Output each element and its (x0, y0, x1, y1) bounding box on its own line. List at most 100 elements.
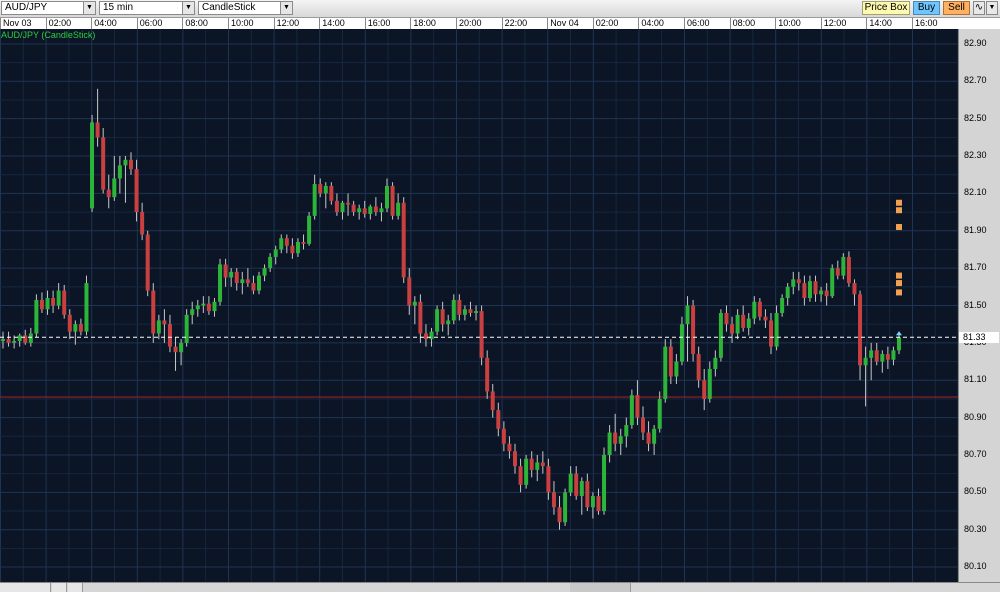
candle-body (12, 341, 16, 343)
candle-body (185, 315, 189, 343)
candle-body (302, 242, 306, 244)
candle-body (385, 186, 389, 208)
chevron-down-icon[interactable]: ▼ (280, 2, 292, 14)
candle-body (402, 203, 406, 278)
candle-body (535, 462, 539, 469)
candle-body (212, 302, 216, 311)
price-tick-label: 82.70 (964, 75, 987, 85)
buy-button[interactable]: Buy (913, 1, 940, 15)
instrument-select-value: AUD/JPY (5, 2, 47, 13)
wave-icon[interactable]: ∿ (973, 1, 985, 15)
candle-body (40, 300, 44, 309)
candle-body (452, 300, 456, 321)
sell-button[interactable]: Sell (943, 1, 970, 15)
time-tick-label: 08:00 (182, 18, 208, 29)
price-tick-label: 80.30 (964, 524, 987, 534)
candle-body (741, 315, 745, 328)
candle-body (619, 436, 623, 443)
dropdown-icon[interactable]: ▼ (986, 1, 998, 15)
candle-body (474, 311, 478, 313)
candle-body (257, 276, 261, 291)
chevron-down-icon[interactable]: ▼ (83, 2, 95, 14)
instrument-select[interactable]: AUD/JPY ▼ (1, 1, 96, 15)
candle-body (485, 358, 489, 392)
candle-body (374, 206, 378, 212)
candle-body (663, 347, 667, 399)
time-tick-label: Nov 04 (547, 18, 579, 29)
candle-body (391, 186, 395, 216)
candle-body (574, 474, 578, 496)
candle-body (407, 277, 411, 305)
candle-body (569, 474, 573, 493)
candle-body (752, 302, 756, 319)
candle-body (897, 337, 901, 350)
candle-body (852, 283, 856, 294)
candle-body (285, 238, 289, 245)
candle-body (418, 302, 422, 334)
candle-body (363, 208, 367, 214)
order-marker (896, 289, 902, 295)
candle-body (468, 309, 472, 313)
candle-body (357, 208, 361, 212)
candle-body (57, 291, 61, 306)
time-tick-label: 22:00 (502, 18, 528, 29)
candle-body (546, 466, 550, 492)
candle-body (641, 418, 645, 433)
candle-body (90, 122, 94, 208)
candlestick-chart[interactable] (0, 29, 958, 582)
price-tick-label: 82.50 (964, 113, 987, 123)
time-tick-label: 18:00 (410, 18, 436, 29)
candle-body (263, 268, 267, 275)
candle-body (235, 272, 239, 283)
candle-body (168, 324, 172, 346)
candle-body (680, 324, 684, 361)
candle-body (591, 496, 595, 507)
order-marker (896, 280, 902, 286)
candle-body (780, 298, 784, 313)
candle-body (446, 320, 450, 324)
time-tick-label: 12:00 (274, 18, 300, 29)
candle-body (240, 279, 244, 283)
candle-body (635, 395, 639, 417)
candle-body (841, 257, 845, 276)
candle-body (669, 347, 673, 377)
candle-body (413, 302, 417, 306)
time-tick-label: 16:00 (912, 18, 938, 29)
candle-body (875, 350, 879, 361)
candle-body (34, 300, 38, 334)
candle-body (84, 283, 88, 332)
time-tick-label: 06:00 (137, 18, 163, 29)
candle-body (524, 459, 528, 485)
time-tick-label: 04:00 (91, 18, 117, 29)
candle-body (157, 320, 161, 333)
candle-body (274, 249, 278, 256)
candle-body (880, 354, 884, 361)
candle-body (140, 212, 144, 234)
price-box-button[interactable]: Price Box (862, 1, 910, 15)
price-tick-label: 80.90 (964, 412, 987, 422)
candle-body (513, 451, 517, 466)
candle-body (368, 206, 372, 213)
candle-body (123, 160, 127, 166)
candle-body (814, 281, 818, 294)
chart-style-select[interactable]: CandleStick ▼ (198, 1, 293, 15)
candle-body (736, 315, 740, 334)
candle-body (346, 203, 350, 205)
price-tick-label: 80.70 (964, 449, 987, 459)
chevron-down-icon[interactable]: ▼ (182, 2, 194, 14)
candle-body (279, 238, 283, 249)
candle-body (290, 246, 294, 253)
candle-body (886, 354, 890, 360)
candle-body (335, 201, 339, 212)
price-tick-label: 81.70 (964, 262, 987, 272)
candle-body (146, 235, 150, 291)
period-select[interactable]: 15 min ▼ (99, 1, 195, 15)
candle-body (207, 304, 211, 311)
candle-body (864, 358, 868, 365)
candle-body (396, 203, 400, 216)
candle-body (107, 190, 111, 197)
candle-body (758, 302, 762, 317)
time-tick-label: 02:00 (46, 18, 72, 29)
candle-body (724, 313, 728, 324)
